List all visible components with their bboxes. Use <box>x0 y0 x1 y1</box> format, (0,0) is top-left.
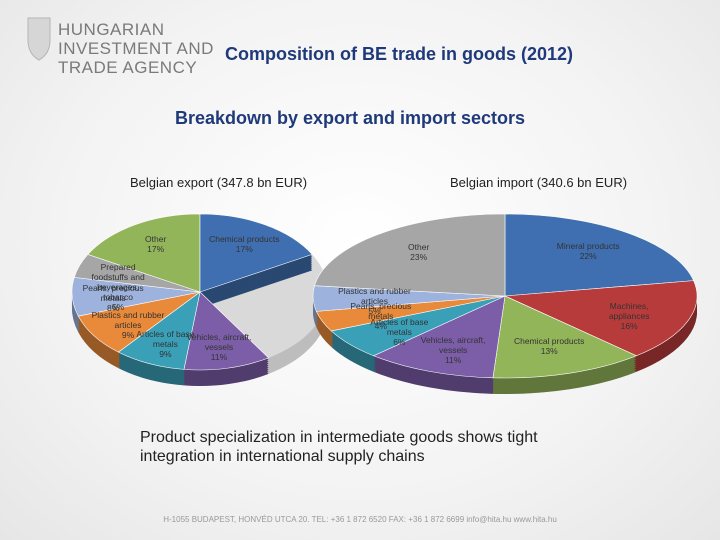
slice-value: 6% <box>393 336 406 347</box>
slice-label: Vehicles, aircraft, vessels 11% <box>182 332 256 362</box>
slice-label: Vehicles, aircraft, vessels 11% <box>416 335 490 365</box>
slice-label: Mineral products 22% <box>551 241 625 261</box>
logo-crest <box>27 17 51 61</box>
slice-value: 13% <box>540 346 558 357</box>
slice-name: Vehicles, aircraft, vessels <box>186 331 252 352</box>
slice-name: Other <box>145 234 167 245</box>
slice-label: Pearls, precious metals 8% <box>76 283 150 313</box>
slice-value: 23% <box>410 252 428 263</box>
chart-title: Belgian export (347.8 bn EUR) <box>130 175 308 190</box>
subtitle: Breakdown by export and import sectors <box>174 108 526 128</box>
slice-value: 11% <box>210 351 228 362</box>
slice-value: 4% <box>374 321 387 332</box>
slice-label: Chemical products 17% <box>207 234 281 254</box>
slice-label: Machines, appliances 16% <box>592 301 666 331</box>
slice-name: Plastics and rubber articles <box>91 309 165 330</box>
logo: HUNGARIAN INVESTMENT AND TRADE AGENCY <box>58 20 214 77</box>
slice-name: Plastics and rubber articles <box>338 285 411 306</box>
note: Product specialization in intermediate g… <box>140 429 538 465</box>
slice-value: 8% <box>106 303 120 314</box>
slide-title: Composition of BE trade in goods (2012) <box>225 44 574 64</box>
footer: H-1055 BUDAPEST, HONVÉD UTCA 20. TEL: +3… <box>163 515 557 524</box>
slice-name: Vehicles, aircraft, vessels <box>420 335 486 356</box>
slice-name: Other <box>408 242 430 253</box>
slice-value: 5% <box>368 305 381 316</box>
slice-name: Pearls, precious metals <box>82 283 144 304</box>
slice-label: Prepared foodstuffs and beverages, tobac… <box>81 262 155 312</box>
slice-name: Machines, appliances <box>608 301 650 322</box>
logo-line: INVESTMENT AND <box>58 39 214 58</box>
slice-label: Other 23% <box>382 242 456 262</box>
slice-value: 16% <box>620 321 638 332</box>
pie-slice <box>504 213 695 297</box>
slice-label: Pearls, precious metals 4% <box>344 301 418 331</box>
pie-slice <box>314 213 506 297</box>
slice-name: Pearls, precious metals <box>350 301 412 322</box>
slice-label: Articles of base metals 9% <box>128 329 202 359</box>
logo-line: HUNGARIAN <box>58 20 165 39</box>
slice-name: Articles of base metals <box>136 328 195 349</box>
slice-name: Chemical products <box>514 336 585 347</box>
slice-label: Chemical products 13% <box>512 336 586 356</box>
slice-label: Plastics and rubber articles 9% <box>91 310 165 340</box>
slice-name: Chemical products <box>209 234 280 245</box>
pie-slice <box>503 280 698 357</box>
chart-title: Belgian import (340.6 bn EUR) <box>450 175 628 190</box>
pie-slice <box>199 213 313 293</box>
pie-slice <box>183 291 270 371</box>
slice-value: 5% <box>111 302 125 313</box>
slice-value: 22% <box>579 251 597 262</box>
pie-slice <box>372 295 506 379</box>
slice-value: 9% <box>121 329 135 340</box>
pie-slice <box>492 295 638 379</box>
slice-label: Articles of base metals 6% <box>362 317 436 347</box>
slice-label: Other 17% <box>119 234 193 254</box>
slice-label: Plastics and rubber articles 5% <box>338 286 412 316</box>
slice-value: 17% <box>235 244 253 255</box>
slice-value: 17% <box>147 244 165 255</box>
pie-slice <box>87 213 201 293</box>
slice-value: 11% <box>444 355 462 366</box>
slice-name: Mineral products <box>556 241 620 252</box>
logo-line: TRADE AGENCY <box>58 58 198 77</box>
slice-name: Articles of base metals <box>370 316 429 337</box>
slice-value: 9% <box>159 348 172 359</box>
slice-name: Prepared foodstuffs and beverages, tobac… <box>91 262 145 303</box>
